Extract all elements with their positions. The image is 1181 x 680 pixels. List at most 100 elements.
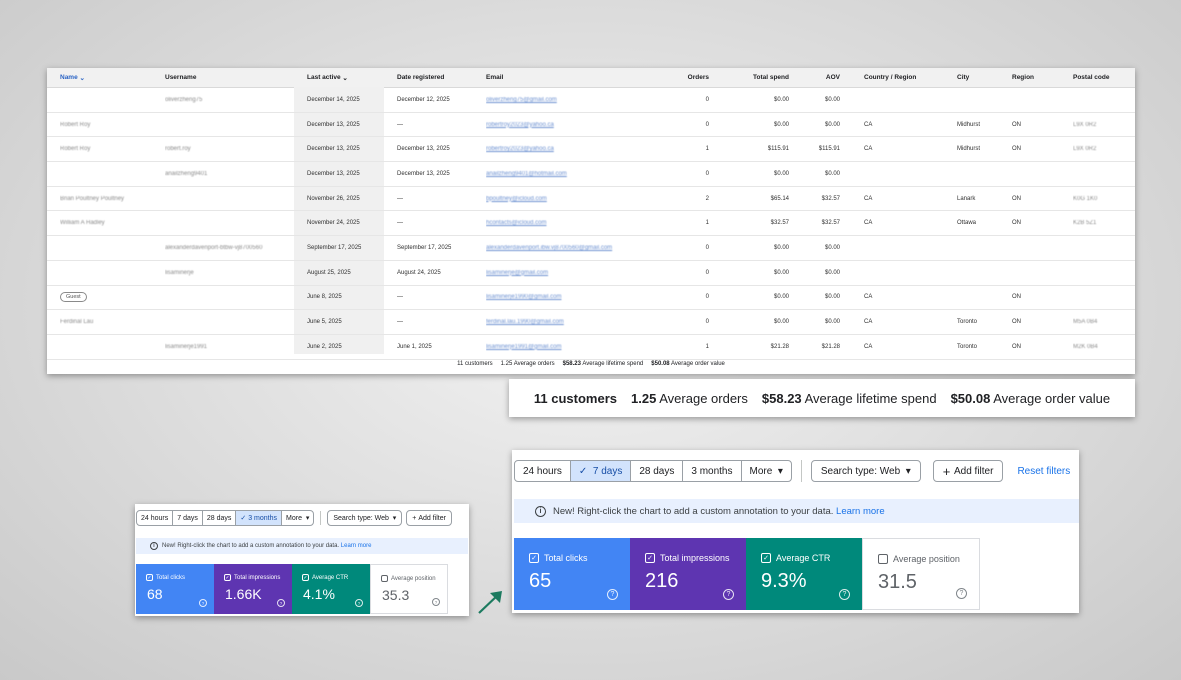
range-more[interactable]: More ▾: [286, 514, 310, 523]
metric-average-position[interactable]: Average position 35.3 ?: [370, 564, 448, 614]
metric-total-clicks[interactable]: ✓ Total clicks 65 ?: [514, 538, 630, 610]
cell-email[interactable]: oliverzheng75@gmail.com: [486, 96, 557, 103]
cell-date-registered: December 13, 2025: [397, 170, 450, 177]
cell-aov: $0.00: [824, 121, 840, 128]
column-name[interactable]: Name ⌄: [60, 74, 85, 82]
metric-total-impressions[interactable]: ✓ Total impressions 216 ?: [630, 538, 746, 610]
cell-name[interactable]: Ferdinal Lau: [60, 319, 94, 326]
help-icon[interactable]: ?: [199, 599, 207, 607]
range-7-days[interactable]: 7 days: [173, 511, 203, 525]
cell-username: [165, 187, 295, 211]
help-icon[interactable]: ?: [723, 589, 734, 600]
metric-average-ctr[interactable]: ✓ Average CTR 4.1% ?: [292, 564, 370, 614]
checkbox-checked-icon[interactable]: ✓: [224, 574, 231, 581]
help-icon[interactable]: ?: [355, 599, 363, 607]
table-row[interactable]: Robert Roy robert.roy December 13, 2025 Dec…: [47, 137, 1135, 163]
add-filter-button[interactable]: + Add filter: [932, 460, 1004, 482]
info-icon: i: [150, 542, 158, 550]
cell-email[interactable]: robertroy2023@yahoo.ca: [486, 121, 554, 128]
learn-more-link[interactable]: Learn more: [340, 543, 372, 549]
range-7-days[interactable]: ✓ 7 days: [570, 461, 632, 481]
cell-postal: [1073, 88, 1133, 112]
range-more[interactable]: More ▾: [749, 465, 783, 477]
cell-aov: $0.00: [824, 319, 840, 326]
cell-name[interactable]: [60, 88, 160, 112]
cell-email[interactable]: lisaminerje@gmail.com: [486, 269, 549, 276]
search-type-dropdown[interactable]: Search type: Web ▾: [327, 510, 403, 526]
cell-city: Midhurst: [957, 121, 981, 128]
checkbox-checked-icon[interactable]: ✓: [645, 553, 655, 563]
checkbox-checked-icon[interactable]: ✓: [761, 553, 771, 563]
column-username[interactable]: Username: [165, 74, 197, 81]
table-row[interactable]: Guest June 8, 2025 — lisaminerje1990@gmail.…: [47, 286, 1135, 311]
column-region[interactable]: Region: [1012, 74, 1035, 81]
table-row[interactable]: Brian Poultney Poultney November 26, 2025…: [47, 187, 1135, 212]
cell-username: [165, 113, 295, 137]
table-row[interactable]: Ferdinal Lau June 5, 2025 — ferdinal.lau.19…: [47, 310, 1135, 335]
table-row[interactable]: lisaminerje1991 June 2, 2025 June 1, 2025 l…: [47, 335, 1135, 360]
reset-filters-link[interactable]: Reset filters: [1017, 465, 1071, 477]
table-row[interactable]: oliverzheng75 December 14, 2025 December 1…: [47, 88, 1135, 113]
column-date-registered[interactable]: Date registered: [397, 74, 445, 81]
checkbox-checked-icon[interactable]: ✓: [529, 553, 539, 563]
range-28-days[interactable]: 28 days: [203, 511, 237, 525]
learn-more-link[interactable]: Learn more: [836, 505, 885, 517]
checkbox-unchecked-icon[interactable]: [878, 554, 888, 564]
cell-email[interactable]: alexanderdavenport.ibw.vj8700560@gmail.c…: [486, 244, 613, 251]
range-24-hours[interactable]: 24 hours: [515, 461, 571, 481]
cell-orders: 0: [705, 269, 709, 276]
metric-average-position[interactable]: Average position 31.5 ?: [862, 538, 980, 610]
table-row[interactable]: William A Hadley November 24, 2025 — hconta…: [47, 211, 1135, 237]
dropdown-arrow-icon: ▾: [900, 465, 911, 477]
column-orders[interactable]: Orders: [687, 74, 709, 81]
range-3-months[interactable]: ✓ 3 months: [236, 511, 283, 525]
column-last-active[interactable]: Last active ⌄: [307, 74, 348, 82]
add-filter-button[interactable]: + Add filter: [406, 510, 452, 526]
cell-name[interactable]: [60, 162, 160, 186]
help-icon[interactable]: ?: [956, 588, 967, 599]
help-icon[interactable]: ?: [277, 599, 285, 607]
cell-name[interactable]: [60, 261, 160, 285]
help-icon[interactable]: ?: [432, 598, 440, 606]
search-type-dropdown[interactable]: Search type: Web ▾: [810, 460, 921, 482]
range-28-days[interactable]: 28 days: [631, 461, 684, 481]
cell-city: Toronto: [957, 343, 978, 350]
metric-average-ctr[interactable]: ✓ Average CTR 9.3% ?: [746, 538, 862, 610]
cell-last-active: September 17, 2025: [307, 244, 362, 251]
column-aov[interactable]: AOV: [825, 74, 840, 81]
range-3-months[interactable]: 3 months: [683, 461, 742, 481]
cell-name[interactable]: Guest: [60, 286, 160, 310]
cell-postal: K2B 5Z1: [1073, 220, 1097, 227]
table-row[interactable]: alexanderdavenport-btbw-vj8700560 Septemb…: [47, 236, 1135, 261]
column-postal-code[interactable]: Postal code: [1073, 74, 1110, 81]
checkbox-checked-icon[interactable]: ✓: [146, 574, 153, 581]
cell-name[interactable]: Robert Roy: [60, 121, 91, 128]
column-email[interactable]: Email: [486, 74, 504, 81]
range-24-hours[interactable]: 24 hours: [137, 511, 174, 525]
cell-email[interactable]: bpoultney@icloud.com: [486, 195, 547, 202]
cell-email[interactable]: anailzheng9401@hotmail.com: [486, 170, 567, 177]
cell-name[interactable]: Brian Poultney Poultney: [60, 195, 125, 202]
cell-name[interactable]: [60, 236, 160, 260]
dropdown-arrow-icon: ▾: [301, 515, 310, 522]
help-icon[interactable]: ?: [607, 589, 618, 600]
column-total-spend[interactable]: Total spend: [753, 74, 789, 81]
table-row[interactable]: lisaminerje August 25, 2025 August 24, 202…: [47, 261, 1135, 286]
help-icon[interactable]: ?: [839, 589, 850, 600]
cell-email[interactable]: hcontacts@icloud.com: [486, 220, 547, 227]
checkbox-checked-icon[interactable]: ✓: [302, 574, 309, 581]
column-country[interactable]: Country / Region: [864, 74, 917, 81]
metric-total-impressions[interactable]: ✓ Total impressions 1.66K ?: [214, 564, 292, 614]
metric-total-clicks[interactable]: ✓ Total clicks 68 ?: [136, 564, 214, 614]
cell-email[interactable]: robertroy2023@yahoo.ca: [486, 146, 554, 153]
table-row[interactable]: anailzheng9401 December 13, 2025 December …: [47, 162, 1135, 187]
cell-email[interactable]: lisaminerje1991@gmail.com: [486, 343, 562, 350]
checkbox-unchecked-icon[interactable]: [381, 575, 388, 582]
column-city[interactable]: City: [957, 74, 970, 81]
cell-email[interactable]: ferdinal.lau.1990@gmail.com: [486, 319, 564, 326]
cell-city: Ottawa: [957, 220, 977, 227]
cell-email[interactable]: lisaminerje1990@gmail.com: [486, 294, 562, 301]
cell-name[interactable]: William A Hadley: [60, 220, 105, 227]
cell-name[interactable]: Robert Roy: [60, 146, 91, 153]
table-row[interactable]: Robert Roy December 13, 2025 — robertroy202…: [47, 113, 1135, 138]
